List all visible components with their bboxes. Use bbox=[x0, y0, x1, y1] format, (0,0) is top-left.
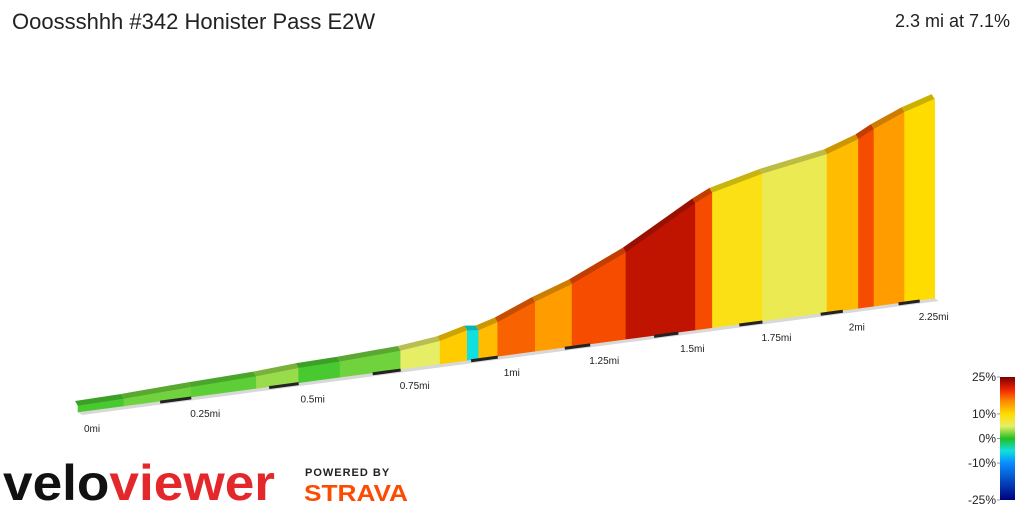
colorbar-label: -25% bbox=[968, 493, 996, 507]
segment-top bbox=[253, 363, 299, 377]
segment bbox=[762, 154, 828, 322]
x-tick bbox=[564, 343, 591, 350]
x-tick-label: 0mi bbox=[84, 424, 100, 435]
colorbar-label: 10% bbox=[972, 407, 996, 421]
colorbar-label: -10% bbox=[968, 456, 996, 470]
segment-top bbox=[532, 279, 573, 302]
x-tick-label: 0.25mi bbox=[190, 409, 220, 420]
powered-by: POWERED BY bbox=[305, 467, 390, 479]
x-tick-label: 1mi bbox=[504, 368, 520, 379]
segment-top bbox=[824, 134, 859, 155]
segment-top bbox=[121, 382, 192, 399]
x-tick bbox=[372, 368, 401, 376]
segment-top bbox=[188, 371, 257, 388]
segment-top bbox=[870, 107, 905, 130]
segment bbox=[826, 138, 859, 313]
segment-top bbox=[295, 356, 341, 369]
segment-top bbox=[437, 325, 468, 342]
logo-velo: velo bbox=[3, 455, 109, 511]
segment-top bbox=[494, 296, 536, 323]
x-tick bbox=[268, 382, 299, 390]
x-tick bbox=[739, 320, 763, 327]
x-tick-label: 2.25mi bbox=[919, 312, 949, 323]
x-tick-label: 1.5mi bbox=[680, 344, 704, 355]
segment bbox=[695, 192, 713, 331]
segment-top bbox=[337, 346, 401, 362]
strava-logo: STRAVA bbox=[304, 480, 408, 506]
x-tick-label: 0.5mi bbox=[300, 395, 324, 406]
x-tick bbox=[653, 331, 679, 338]
chart-title: Ooossshhh #342 Honister Pass E2W bbox=[12, 9, 375, 34]
x-tick-label: 1.25mi bbox=[589, 356, 619, 367]
summary: 2.3 mi at 7.1% bbox=[895, 11, 1010, 31]
segment-top bbox=[901, 94, 935, 113]
segment-top bbox=[622, 198, 696, 253]
colorbar bbox=[1000, 377, 1015, 500]
x-tick-label: 0.75mi bbox=[400, 381, 430, 392]
colorbar-label: 25% bbox=[972, 370, 996, 384]
segment-top bbox=[464, 325, 479, 331]
x-tick bbox=[470, 355, 498, 363]
segment bbox=[904, 98, 935, 303]
segment-top bbox=[75, 393, 125, 406]
segment-top bbox=[759, 149, 828, 174]
segment bbox=[712, 173, 763, 328]
segment-top bbox=[709, 168, 763, 193]
x-tick bbox=[898, 299, 920, 306]
logo: velo viewer bbox=[3, 455, 275, 511]
segment-top bbox=[475, 317, 498, 331]
segment bbox=[466, 330, 480, 361]
x-tick bbox=[820, 309, 844, 316]
segment bbox=[858, 128, 875, 309]
x-tick-label: 1.75mi bbox=[761, 333, 791, 344]
segment-top bbox=[692, 187, 713, 204]
x-tick-label: 2mi bbox=[849, 322, 865, 333]
segment-top bbox=[855, 124, 874, 140]
logo-viewer: viewer bbox=[109, 455, 275, 511]
colorbar-label: 0% bbox=[979, 432, 997, 446]
profile bbox=[75, 94, 939, 415]
x-tick bbox=[159, 396, 192, 404]
segment-top bbox=[397, 336, 441, 352]
segment bbox=[873, 111, 905, 307]
segment-top bbox=[569, 247, 626, 285]
